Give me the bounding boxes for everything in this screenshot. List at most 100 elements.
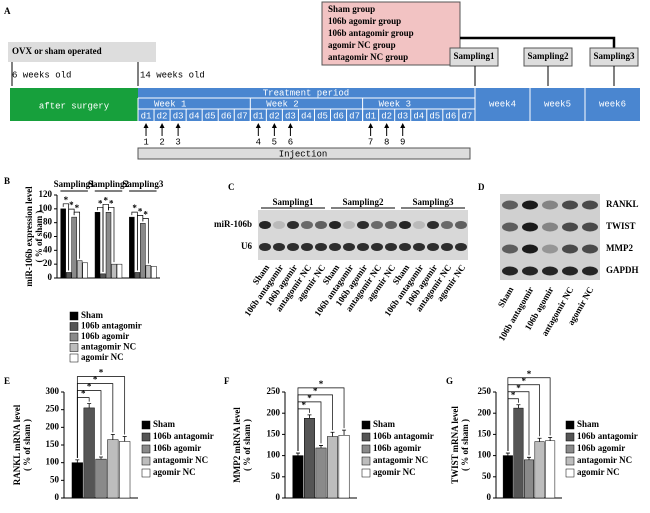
significance-mark: * xyxy=(527,369,532,379)
band xyxy=(562,244,578,254)
y-tick-label: 0 xyxy=(48,272,53,282)
y-tick-label: 100 xyxy=(39,203,53,213)
day-label: d1 xyxy=(141,111,152,121)
y-axis-label: MMP2 mRNA level xyxy=(232,407,242,483)
panel-label: C xyxy=(228,182,235,192)
legend-swatch xyxy=(361,468,371,478)
y-tick-label: 250 xyxy=(478,386,492,396)
legend-swatch xyxy=(565,444,575,454)
bar xyxy=(513,407,524,499)
legend-label: 106b antagomir xyxy=(577,431,638,441)
legend-label: 106b agomir xyxy=(577,443,625,453)
legend-swatch xyxy=(361,432,371,442)
day-label: d4 xyxy=(301,111,312,121)
significance-bracket xyxy=(507,377,551,452)
bar xyxy=(129,216,135,279)
injection-number: 1 xyxy=(143,137,148,147)
legend-label: 106b agomir xyxy=(153,443,201,453)
injection-number: 9 xyxy=(400,137,405,147)
error-bar xyxy=(527,456,531,460)
bar xyxy=(105,212,112,279)
band xyxy=(315,221,327,229)
injection-number: 7 xyxy=(368,137,373,147)
band xyxy=(413,243,425,251)
legend-label: agomir NC xyxy=(81,352,124,362)
band xyxy=(562,200,578,210)
y-tick-label: 150 xyxy=(267,428,281,438)
legend-swatch xyxy=(141,444,151,454)
band xyxy=(329,243,341,251)
band xyxy=(385,221,397,229)
group-name: 106b antagomir group xyxy=(328,28,414,38)
legend-label: agomir NC xyxy=(373,467,416,477)
band xyxy=(413,221,425,229)
blot-row-label: RANKL xyxy=(606,199,639,209)
sampling-label: Sampling1 xyxy=(453,51,495,61)
injection-number: 2 xyxy=(159,137,164,147)
day-label: d2 xyxy=(269,111,280,121)
band xyxy=(399,221,411,229)
blot xyxy=(258,210,468,260)
y-tick-label: 60 xyxy=(43,231,53,241)
band xyxy=(441,243,453,251)
band xyxy=(385,243,397,251)
band xyxy=(542,244,558,254)
error-bar xyxy=(99,456,103,460)
band xyxy=(343,221,355,229)
panel-label: D xyxy=(478,182,485,192)
age-label: 6 weeks old xyxy=(12,70,71,80)
band xyxy=(562,266,578,276)
band xyxy=(357,221,369,229)
age-label: 14 weeks old xyxy=(140,70,205,80)
bar xyxy=(76,260,83,279)
panel-label: E xyxy=(4,376,10,386)
injection-label: Injection xyxy=(279,149,328,159)
blot-row-label: U6 xyxy=(241,241,252,251)
error-bar xyxy=(548,436,553,441)
lane-label: Sham xyxy=(496,285,516,309)
blot-group: Sampling3 xyxy=(412,197,454,207)
group-name: Sham group xyxy=(328,4,375,14)
band xyxy=(522,200,538,210)
legend-label: Sham xyxy=(153,419,176,429)
legend-label: 106b agomir xyxy=(81,331,129,341)
sampling-label: Sampling2 xyxy=(527,51,569,61)
bar xyxy=(502,455,513,499)
y-axis-label: TWIST mRNA level xyxy=(450,406,460,484)
significance-mark: * xyxy=(132,203,137,213)
significance-mark: * xyxy=(109,198,114,208)
legend-swatch xyxy=(141,420,151,430)
band xyxy=(273,221,285,229)
day-label: d3 xyxy=(173,111,184,121)
band xyxy=(441,221,453,229)
y-tick-label: 50 xyxy=(50,474,60,484)
category-label: Sampling1 xyxy=(54,179,96,189)
panel-label: B xyxy=(4,176,10,186)
significance-mark: * xyxy=(99,368,104,378)
band xyxy=(582,244,598,254)
blot-row-label: miR-106b xyxy=(214,219,252,229)
day-label: d2 xyxy=(157,111,168,121)
arrow-head xyxy=(368,123,374,128)
panel-label: A xyxy=(4,6,11,16)
error-bar xyxy=(295,452,300,456)
error-bar xyxy=(307,414,312,419)
legend-swatch xyxy=(361,420,371,430)
significance-bracket xyxy=(73,211,81,259)
y-tick-label: 50 xyxy=(271,471,281,481)
group-name: agomir NC group xyxy=(328,40,396,50)
band xyxy=(259,221,271,229)
legend-label: Sham xyxy=(81,310,104,320)
legend-swatch xyxy=(565,432,575,442)
legend-swatch xyxy=(69,311,79,321)
band xyxy=(427,243,439,251)
bar xyxy=(134,272,141,279)
surgery-box xyxy=(8,42,156,62)
band xyxy=(542,222,558,232)
bar xyxy=(111,263,117,279)
significance-mark: * xyxy=(307,393,312,403)
after-surgery-bar xyxy=(10,88,138,121)
band xyxy=(502,244,518,254)
arrow-head xyxy=(384,123,390,128)
